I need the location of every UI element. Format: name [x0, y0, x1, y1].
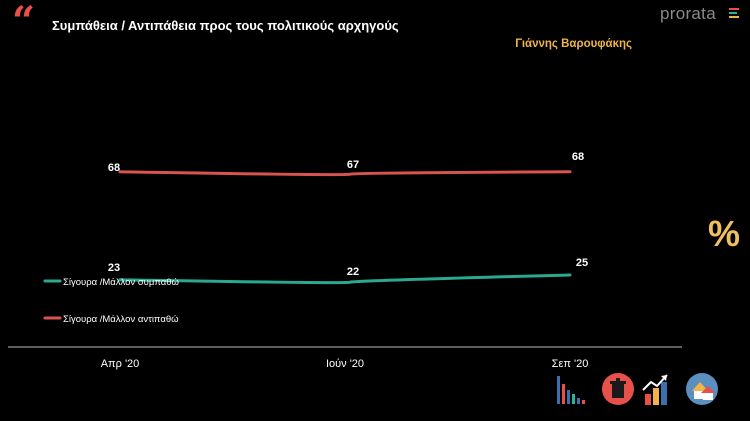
houses-icon [686, 373, 718, 405]
series-line [118, 273, 572, 285]
data-label: 67 [347, 159, 359, 171]
legend-label: Σίγουρα /Μάλλον συμπαθώ [63, 277, 180, 288]
brand-bars-icon [729, 8, 739, 21]
bar-chart-icon [557, 376, 585, 404]
percent-icon: % [708, 213, 741, 254]
trash-bin-icon [602, 373, 634, 405]
growth-chart-icon [642, 374, 668, 405]
data-label: 68 [572, 151, 584, 163]
footer-icons [557, 373, 718, 405]
data-label: 68 [108, 162, 120, 174]
quote-icon: “ [12, 0, 36, 45]
brand-logo: prorata [660, 4, 716, 23]
series-line [118, 170, 572, 177]
data-label: 25 [576, 257, 588, 269]
legend-label: Σίγουρα /Μάλλον αντιπαθώ [63, 314, 179, 325]
data-label: 23 [108, 262, 120, 274]
chart-subtitle: Γιάννης Βαρουφάκης [515, 38, 632, 50]
x-tick-label: Σεπ '20 [552, 358, 589, 370]
x-tick-label: Ιούν '20 [326, 358, 364, 370]
data-label: 22 [347, 266, 359, 278]
x-tick-label: Απρ '20 [101, 358, 140, 370]
chart-title: Συμπάθεια / Αντιπάθεια προς τους πολιτικ… [52, 18, 399, 33]
